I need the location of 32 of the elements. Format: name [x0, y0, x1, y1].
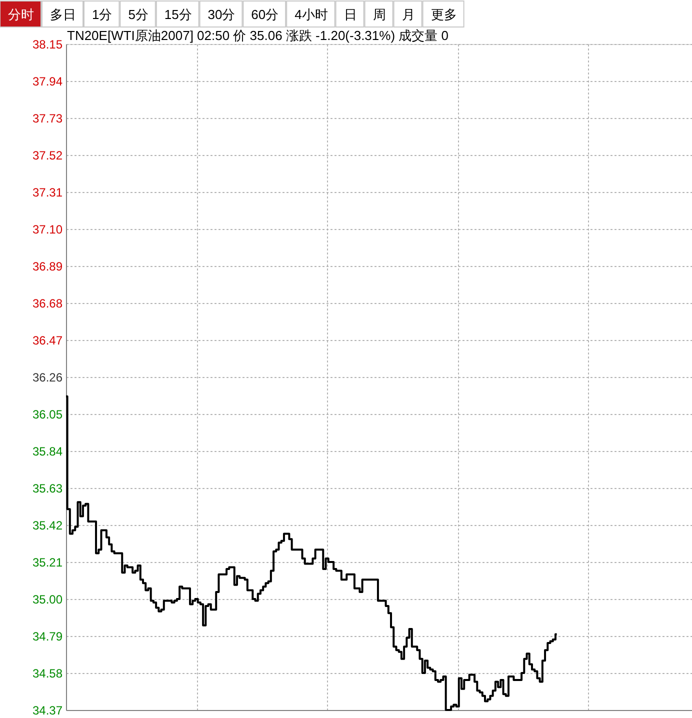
y-tick-label: 35.00 — [32, 592, 63, 606]
y-tick-label: 36.68 — [32, 296, 63, 310]
text: 更多 — [430, 7, 457, 22]
text: 多日 — [50, 7, 76, 22]
y-tick-label: 36.05 — [32, 408, 63, 422]
y-tick-label: 36.47 — [32, 334, 63, 348]
y-tick-label: 36.89 — [32, 260, 63, 274]
y-tick-label: 36.26 — [32, 370, 63, 384]
text: 周 — [372, 7, 386, 22]
text: 30分 — [208, 7, 236, 22]
text: 4小时 — [294, 7, 328, 22]
y-tick-label: 37.52 — [32, 148, 63, 162]
y-tick-label: 34.79 — [32, 630, 63, 644]
y-tick-label: 37.10 — [32, 222, 63, 236]
text: 日 — [344, 7, 357, 22]
y-tick-label: 35.42 — [32, 518, 63, 532]
text: 分时 — [8, 7, 34, 22]
text: 月 — [402, 7, 415, 22]
y-tick-label: 37.73 — [32, 112, 63, 126]
y-tick-label: 35.84 — [32, 444, 63, 458]
y-tick-label: 37.31 — [32, 186, 63, 200]
y-tick-label: 38.15 — [32, 38, 63, 52]
text: 5分 — [128, 7, 148, 22]
text: 1分 — [92, 7, 112, 22]
y-tick-label: 34.58 — [32, 666, 63, 680]
y-tick-label: 35.21 — [32, 556, 63, 570]
y-tick-label: 35.63 — [32, 482, 63, 496]
text: 60分 — [251, 7, 279, 22]
text: 15分 — [164, 7, 192, 22]
y-tick-label: 34.37 — [32, 704, 63, 718]
chart-title: TN20E[WTI原油2007] 02:50 价 35.06 涨跌 -1.20(-3.31%) 成交量 0 — [67, 28, 448, 43]
y-tick-label: 37.94 — [32, 74, 63, 88]
